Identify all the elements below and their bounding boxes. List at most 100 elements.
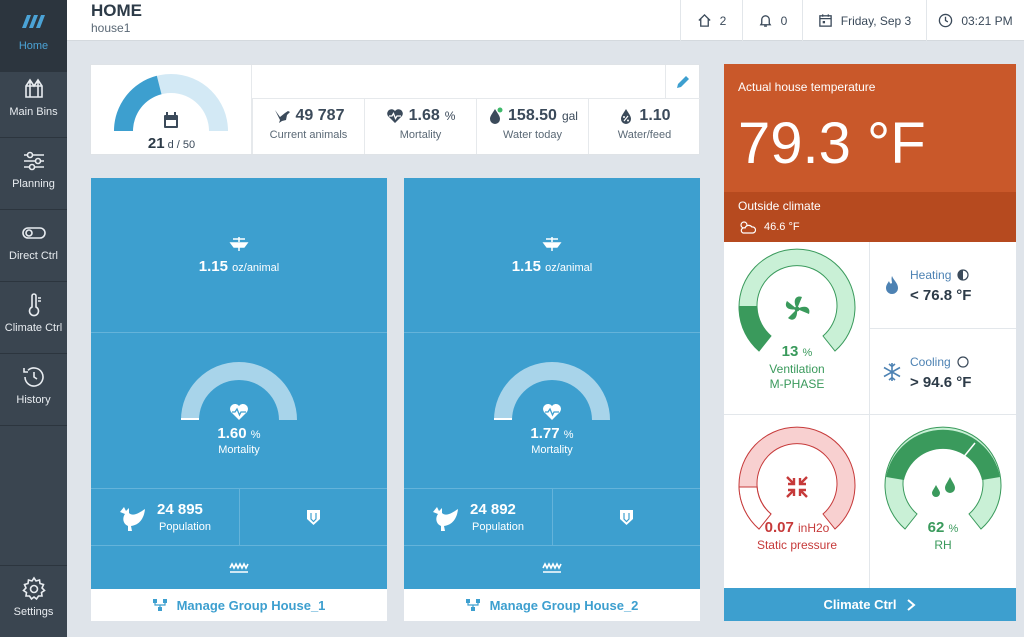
bell-icon: [759, 15, 772, 27]
manage-group-button[interactable]: Manage Group House_2: [404, 589, 700, 621]
thermometer-icon: [28, 293, 41, 317]
mortality-gauge: [181, 362, 297, 420]
water-value: 158.50: [508, 107, 557, 124]
feed-unit: oz/animal: [232, 262, 280, 274]
heating-cell[interactable]: Heating < 76.8 °F: [870, 242, 1016, 329]
sidebar-item-main-bins[interactable]: Main Bins: [0, 66, 67, 138]
sidebar-item-settings[interactable]: Settings: [0, 565, 67, 637]
calendar-icon: [818, 14, 832, 27]
mortality-value: 1.68: [408, 107, 440, 124]
page-subtitle: house1: [91, 21, 131, 35]
manage-group-label: Manage Group House_1: [176, 597, 326, 613]
sidebar-item-climate-ctrl[interactable]: Climate Ctrl: [0, 282, 67, 354]
mortality-caption: Mortality: [531, 444, 573, 456]
network-icon: [465, 599, 480, 611]
houses-indicator[interactable]: 2: [680, 0, 742, 41]
heart-pulse-icon: [230, 404, 248, 420]
static-pressure-cell[interactable]: 0.07 inH2o Static pressure: [724, 415, 870, 588]
alarms-indicator[interactable]: 0: [742, 0, 802, 41]
animals-value: 49 787: [295, 107, 345, 124]
toggle-icon: [21, 227, 46, 239]
current-date: Friday, Sep 3: [840, 13, 912, 28]
ventilation-mode: M-PHASE: [769, 377, 825, 391]
mortality-caption: Mortality: [399, 129, 442, 141]
edit-button[interactable]: [665, 65, 699, 98]
heater-section[interactable]: [91, 546, 387, 589]
cloud-sun-icon: [740, 221, 756, 234]
chicken-icon: [433, 507, 458, 531]
climate-card: Actual house temperature 79.3 °F Outside…: [724, 64, 1016, 621]
pencil-icon: [676, 75, 689, 88]
houses-count: 2: [719, 13, 727, 28]
shield-cell[interactable]: [552, 489, 700, 546]
outside-temp-value: 46.6 °F: [764, 221, 800, 233]
mortality-unit: %: [563, 429, 574, 441]
mortality-gauge: [494, 362, 610, 420]
sidebar: Home Main Bins Planning Direct Ctrl Clim…: [0, 0, 67, 637]
sidebar-item-label: History: [16, 394, 51, 406]
rh-label: RH: [934, 538, 952, 552]
feeder-icon: [542, 237, 562, 251]
pressure-label: Static pressure: [756, 538, 838, 552]
sidebar-item-history[interactable]: History: [0, 354, 67, 426]
water-unit: gal: [561, 109, 578, 123]
cooling-cell[interactable]: Cooling > 94.6 °F: [870, 329, 1016, 415]
day-gauge-arc: [114, 74, 228, 131]
clock-icon: [939, 13, 953, 28]
sidebar-item-label: Direct Ctrl: [9, 250, 58, 262]
pressure-gauge: [738, 426, 856, 530]
current-time: 03:21 PM: [961, 13, 1013, 28]
heating-value: < 76.8 °F: [910, 287, 972, 304]
shield-cell[interactable]: [239, 489, 387, 546]
alarms-count: 0: [780, 13, 788, 28]
ventilation-cell[interactable]: 13 % Ventilation M-PHASE: [724, 242, 870, 415]
heater-section[interactable]: [404, 546, 700, 589]
day-suffix: d / 50: [167, 139, 196, 151]
network-icon: [152, 599, 167, 611]
heating-label: Heating: [910, 268, 952, 282]
fan-icon: [785, 296, 810, 320]
feed-value: 1.15: [198, 258, 228, 275]
day-value: 21: [147, 135, 165, 152]
population-caption: Population: [472, 521, 524, 533]
sidebar-item-direct-ctrl[interactable]: Direct Ctrl: [0, 210, 67, 282]
calendar-icon: [164, 112, 178, 128]
actual-temp-value: 79.3 °F: [738, 111, 926, 176]
sidebar-item-label: Home: [18, 40, 49, 52]
bins-icon: [24, 78, 43, 98]
sidebar-item-planning[interactable]: Planning: [0, 138, 67, 210]
ventilation-unit: %: [802, 347, 813, 359]
sidebar-item-label: Climate Ctrl: [4, 322, 63, 334]
time-display: 03:21 PM: [926, 0, 1024, 41]
chevron-right-icon: [907, 598, 917, 611]
sidebar-item-home[interactable]: Home: [0, 0, 67, 72]
rh-unit: %: [948, 523, 959, 535]
outside-climate-panel: Outside climate 46.6 °F: [724, 192, 1016, 242]
cooling-value: > 94.6 °F: [910, 374, 972, 391]
actual-temp-label: Actual house temperature: [738, 80, 876, 94]
empty-circle-icon: [957, 356, 969, 368]
day-gauge: 21 d / 50: [91, 65, 252, 154]
manage-group-button[interactable]: Manage Group House_1: [91, 589, 387, 621]
population-cell: 24 895 Population: [91, 489, 239, 546]
sliders-icon: [23, 151, 44, 171]
history-icon: [22, 367, 44, 387]
heart-pulse-icon: [386, 109, 403, 123]
humidity-gauge: [884, 426, 1002, 530]
half-circle-icon: [957, 269, 969, 281]
group-panel-house-2: 1.15 oz/animal 1.77 % Mortality 24 892 P…: [404, 178, 700, 621]
feeder-icon: [229, 237, 249, 251]
sidebar-item-label: Planning: [12, 178, 55, 190]
pressure-value: 0.07: [764, 519, 794, 536]
water-today-stat: 158.50 gal Water today: [476, 99, 588, 154]
ventilation-label: Ventilation: [769, 362, 825, 376]
population-section: 24 895 Population: [91, 489, 387, 546]
population-value: 24 892: [470, 501, 516, 518]
heater-icon: [542, 562, 562, 573]
climate-ctrl-button[interactable]: Climate Ctrl: [724, 588, 1016, 621]
day-label: 21 d / 50: [91, 135, 252, 152]
group-panel-house-1: 1.15 oz/animal 1.60 % Mortality 24 895 P…: [91, 178, 387, 621]
page-title: HOME: [91, 1, 142, 20]
humidity-cell[interactable]: 62 % RH: [870, 415, 1016, 588]
water-feed-stat: 1.10 Water/feed: [588, 99, 700, 154]
